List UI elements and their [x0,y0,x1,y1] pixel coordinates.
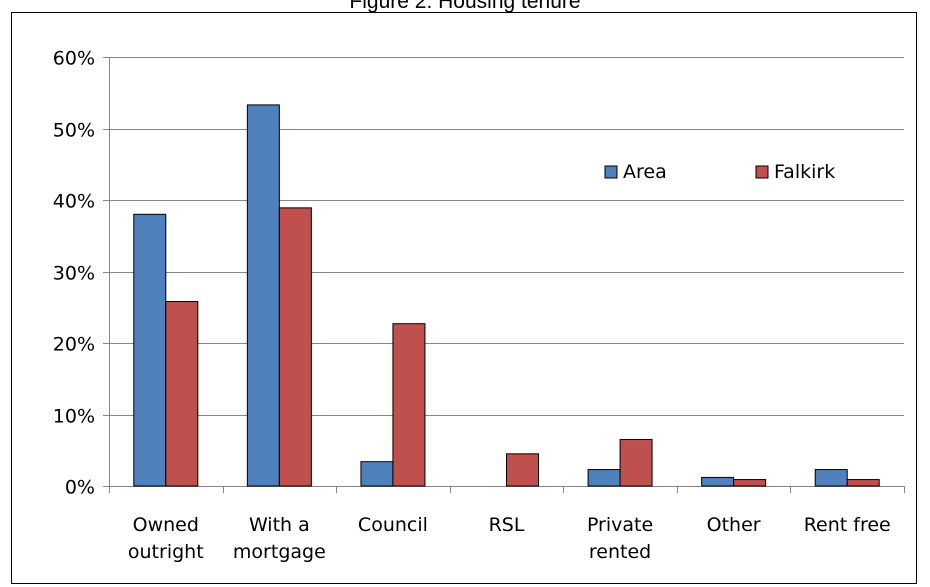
x-category-label: mortgage [233,541,326,563]
axes [103,57,905,493]
legend-label-falkirk: Falkirk [774,161,835,183]
y-tick-label: 30% [53,263,95,285]
y-tick-label: 60% [53,48,95,70]
bar-falkirk-6 [846,479,880,487]
chart-title: Figure 2: Housing tenure [349,0,581,13]
bar-area-4 [587,469,621,487]
bar-falkirk-5 [733,479,767,487]
x-category-label: With a [249,514,310,536]
bar-area-5 [701,476,735,487]
y-tick-label: 10% [53,406,95,428]
axis-labels: 0% 10% 20% 30% 40% 50% 60% Owned outright With a m… [53,48,891,564]
legend-swatch-falkirk [755,165,769,179]
y-tick-label: 50% [53,120,95,142]
gridlines [109,57,904,416]
legend-label-area: Area [623,161,667,183]
bar-area-2 [360,461,394,487]
bar-falkirk-3 [506,453,539,487]
bar-area-1 [246,104,280,487]
y-tick-label: 20% [53,334,95,356]
x-category-label: Owned [133,514,199,536]
bars [133,104,880,487]
bar-falkirk-2 [392,323,426,487]
y-tick-label: 0% [65,477,95,499]
x-category-label: Other [707,514,761,536]
x-category-label: RSL [489,514,525,536]
legend: Area Falkirk [604,161,835,183]
bar-falkirk-4 [619,439,653,487]
bar-falkirk-0 [165,301,199,487]
bar-area-6 [814,469,848,487]
x-category-label: rented [589,541,651,563]
bar-falkirk-1 [278,207,312,487]
x-category-label: Private [587,514,653,536]
x-category-label: Council [358,514,428,536]
y-tick-label: 40% [53,191,95,213]
bar-area-0 [133,213,167,487]
legend-swatch-area [604,165,618,179]
x-category-label: outright [128,541,204,563]
x-category-label: Rent free [804,514,891,536]
chart-frame [11,12,917,584]
